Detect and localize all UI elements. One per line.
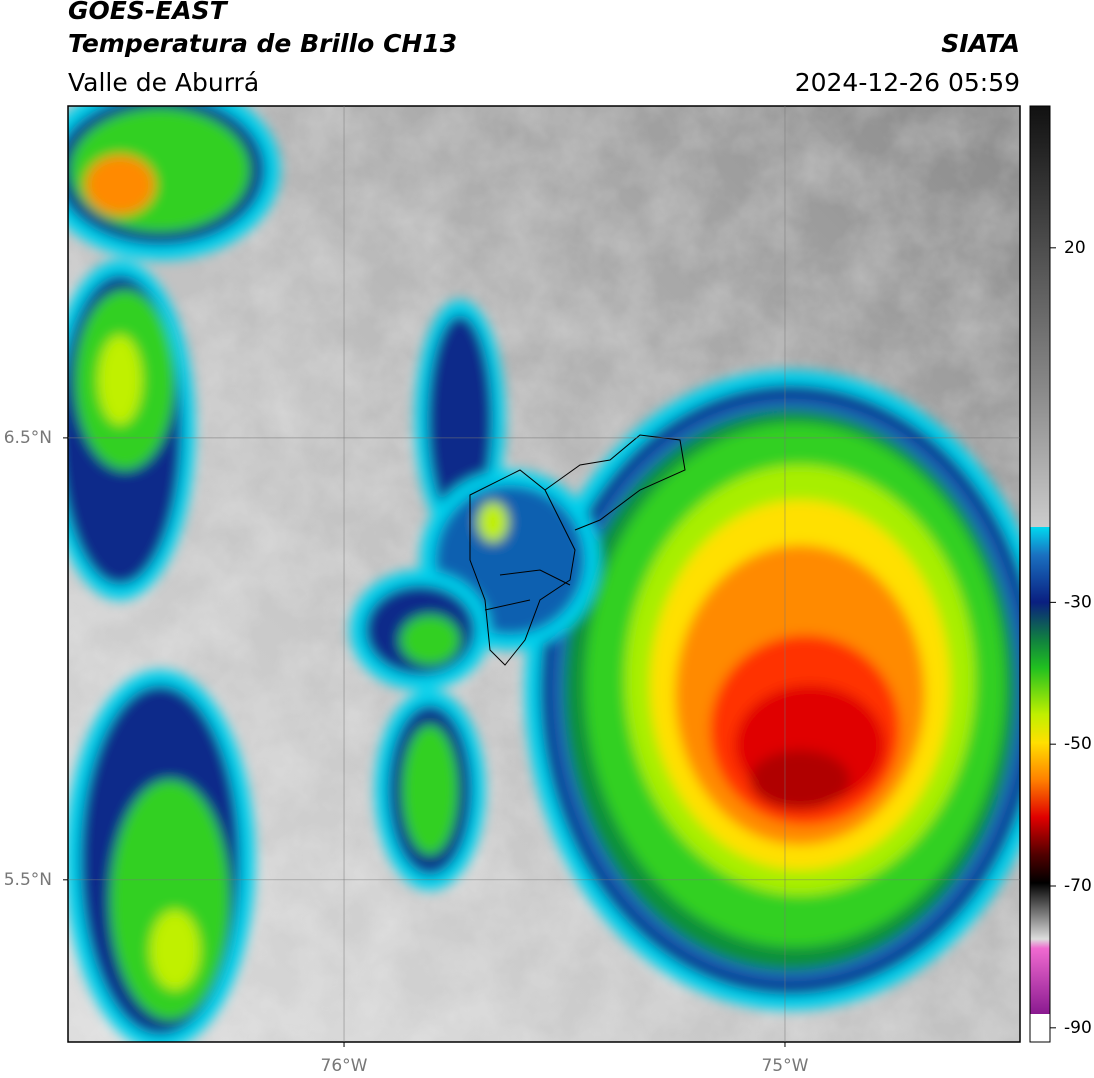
colorbar-tick-label: 20 (1064, 238, 1086, 258)
x-tick-label: 76°W (321, 1056, 368, 1076)
colorbar-tick-label: -30 (1064, 592, 1092, 612)
y-tick-label: 5.5°N (4, 870, 52, 890)
title: GOES-EAST (68, 0, 229, 25)
x-tick-label: 75°W (761, 1056, 808, 1076)
source: SIATA (941, 29, 1020, 58)
colorbar-tick-label: -90 (1064, 1018, 1092, 1038)
region: Valle de Aburrá (68, 68, 259, 97)
colorbar-tick-label: -50 (1064, 734, 1092, 754)
subtitle: Temperatura de Brillo CH13 (68, 29, 457, 58)
colorbar (1029, 105, 1051, 1043)
timestamp: 2024-12-26 05:59 (795, 68, 1020, 97)
map-frame (67, 105, 1021, 1043)
satellite-image (68, 106, 1020, 1042)
colorbar-tick-label: -70 (1064, 876, 1092, 896)
y-tick-label: 6.5°N (4, 428, 52, 448)
